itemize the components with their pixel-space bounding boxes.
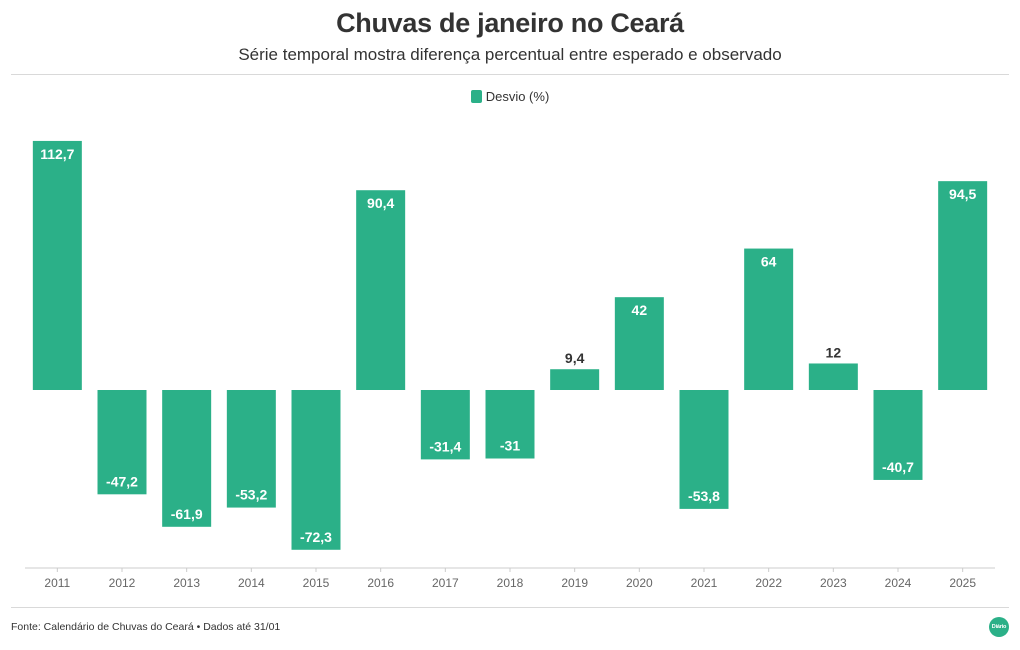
bar-chart: 112,7 2011 -47,2 2012 -61,9 2013 -53,2 2014 -72,… — [25, 140, 995, 590]
x-tick-label: 2024 — [885, 576, 912, 590]
data-label: -40,7 — [882, 459, 914, 475]
bar — [485, 390, 535, 459]
bar — [420, 390, 470, 460]
data-label: 112,7 — [40, 146, 74, 162]
chart-subtitle: Série temporal mostra diferença percentu… — [238, 45, 782, 64]
data-label: -72,3 — [300, 529, 332, 545]
data-label: -31,4 — [429, 438, 461, 454]
source-note: Fonte: Calendário de Chuvas do Ceará • D… — [11, 621, 281, 633]
bar — [226, 390, 276, 508]
bar — [162, 390, 212, 527]
x-tick-label: 2022 — [755, 576, 782, 590]
bar — [744, 248, 794, 390]
bar — [32, 140, 82, 390]
chart-legend: Desvio (%) — [0, 89, 1020, 104]
x-tick-label: 2014 — [238, 576, 265, 590]
x-tick-label: 2020 — [626, 576, 653, 590]
bar — [873, 390, 923, 480]
bar — [808, 363, 858, 390]
bar — [291, 390, 341, 550]
x-tick-label: 2012 — [109, 576, 136, 590]
chart-title: Chuvas de janeiro no Ceará — [336, 8, 684, 38]
bar — [938, 181, 988, 390]
x-tick-label: 2013 — [173, 576, 200, 590]
x-tick-label: 2018 — [497, 576, 524, 590]
footer-divider — [11, 607, 1009, 608]
legend-swatch — [470, 90, 482, 103]
data-label: -31 — [500, 438, 520, 454]
data-label: -47,2 — [106, 473, 138, 489]
bar — [614, 297, 664, 390]
bar — [679, 390, 729, 509]
data-label: 94,5 — [949, 186, 976, 202]
data-label: -53,2 — [235, 487, 267, 503]
x-tick-label: 2017 — [432, 576, 459, 590]
data-label: -61,9 — [171, 506, 203, 522]
header-divider — [11, 74, 1009, 75]
data-label: 42 — [632, 302, 648, 318]
x-tick-label: 2025 — [949, 576, 976, 590]
x-tick-label: 2023 — [820, 576, 847, 590]
bar — [550, 369, 600, 390]
x-tick-label: 2021 — [691, 576, 718, 590]
bar — [97, 390, 147, 495]
x-tick-label: 2015 — [303, 576, 330, 590]
x-tick-label: 2019 — [561, 576, 588, 590]
bar — [356, 190, 406, 390]
x-tick-label: 2016 — [367, 576, 394, 590]
data-label: -53,8 — [688, 488, 720, 504]
brand-logo: Diário — [989, 617, 1009, 637]
legend-label: Desvio (%) — [485, 89, 550, 104]
data-label: 90,4 — [367, 195, 394, 211]
data-label: 12 — [826, 344, 842, 360]
x-tick-label: 2011 — [44, 576, 70, 590]
data-label: 64 — [761, 254, 777, 270]
data-label: 9,4 — [565, 350, 585, 366]
